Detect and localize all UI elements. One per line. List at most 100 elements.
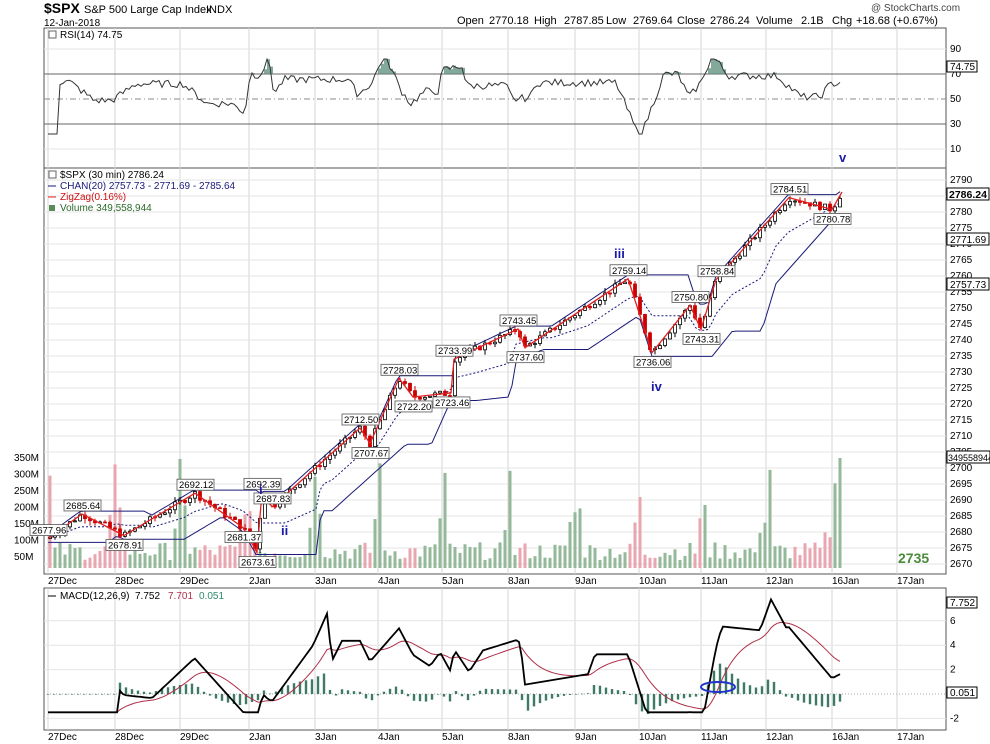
exchange: INDX (206, 4, 233, 16)
volume-bar (98, 550, 102, 568)
macd-histogram-bar (370, 694, 374, 701)
macd-histogram-bar (826, 694, 830, 708)
volume-bar (403, 557, 407, 568)
price-tick: 2765 (950, 255, 973, 266)
price-tick: 2750 (950, 303, 973, 314)
volume-bar (648, 557, 652, 568)
low-label: Low (606, 15, 626, 27)
volume-bar (573, 512, 577, 568)
volume-bar (703, 504, 707, 568)
close-tag-text: 2786.24 (949, 189, 987, 201)
pivot-label-box (29, 524, 68, 536)
macd-histogram-bar (568, 694, 572, 695)
volume-bar (328, 558, 332, 568)
macd-histogram-bar (646, 694, 650, 715)
pivot-label-box (813, 213, 852, 225)
macd-histogram-bar (136, 690, 140, 694)
volume-legend-swatch (49, 205, 55, 211)
symbol: $SPX (44, 0, 80, 16)
volume-bar (638, 496, 642, 568)
volume-bar (193, 547, 197, 568)
x-axis-label-bottom-2Jan: 2Jan (249, 732, 271, 743)
macd-histogram-bar (502, 689, 506, 694)
candle-body (493, 341, 497, 345)
macd-legend-v1: 7.752 (135, 591, 160, 602)
chg-label: Chg (832, 15, 852, 27)
x-axis-label-17Jan: 17Jan (897, 576, 924, 587)
macd-histogram-bar (58, 694, 62, 695)
macd-histogram-bar (628, 694, 632, 696)
volume-bar (613, 557, 617, 568)
pivot-label: 2677.96 (32, 526, 66, 537)
volume-bar (813, 542, 817, 568)
high-value: 2787.85 (564, 15, 604, 27)
price-tick: 2760 (950, 271, 973, 282)
macd-histogram-bar (754, 687, 758, 694)
macd-histogram-bar (724, 667, 728, 694)
candle-body (428, 395, 432, 398)
volume-bar (143, 553, 147, 568)
macd-histogram-bar (208, 694, 212, 696)
macd-histogram-bar (472, 694, 476, 696)
volume-bar (833, 483, 837, 568)
volume-bar (73, 548, 77, 568)
volume-bar (198, 549, 202, 568)
price-legend-box (48, 170, 57, 179)
volume-tag-text: 349558944 (948, 453, 990, 463)
pivot-label-box (253, 492, 292, 505)
macd-signal-line (48, 621, 841, 713)
macd-histogram-bar (544, 694, 548, 701)
volume-bar (313, 476, 317, 568)
volume-bar (518, 548, 522, 568)
volume-bar (438, 518, 442, 568)
volume-bar (78, 547, 82, 568)
volume-bar (413, 548, 417, 568)
macd-histogram-bar (142, 691, 146, 694)
macd-histogram-bar (808, 694, 812, 705)
macd-histogram-bar (238, 694, 242, 706)
volume-bar (333, 549, 337, 568)
chart-date: 12-Jan-2018 (44, 18, 101, 29)
chan-low-tag (946, 277, 990, 291)
volume-tick: 350M (14, 453, 39, 464)
pivot-label-box (697, 265, 736, 278)
macd-histogram-bar (64, 694, 68, 695)
volume-bar (523, 543, 527, 568)
x-axis-label-bottom-9Jan: 9Jan (575, 732, 597, 743)
candle-body (623, 281, 627, 285)
pivot-label: 2780.78 (816, 215, 850, 226)
volume-bar (443, 472, 447, 568)
volume-bar (388, 555, 392, 568)
candle-body (793, 200, 797, 203)
volume-bar (83, 559, 87, 568)
macd-tag (946, 596, 978, 609)
volume-bar (318, 513, 322, 568)
volume-bar (768, 469, 772, 568)
volume-tick: 150M (14, 519, 39, 530)
volume-bar (738, 557, 742, 568)
volume-bar (823, 532, 827, 568)
rsi-tick: 90 (950, 44, 962, 55)
macd-histogram-bar (262, 690, 266, 694)
price-legend: $SPX (30 min) 2786.24 (60, 170, 164, 181)
price-tick: 2775 (950, 223, 973, 234)
volume-bar (163, 542, 167, 568)
zigzag-line (47, 191, 843, 555)
index-name: S&P 500 Large Cap Index (84, 4, 212, 16)
rsi-value-tag (946, 60, 978, 73)
volume-bar (663, 552, 667, 568)
pivot-label-box (435, 344, 474, 357)
channel-lower-line (48, 212, 841, 555)
candle-body (163, 512, 167, 515)
macd-tick: 6 (950, 616, 956, 627)
volume-bar (538, 545, 542, 568)
macd-histogram-bar (316, 676, 320, 694)
macd-histogram-bar (220, 694, 224, 701)
macd-histogram-bar (538, 694, 542, 704)
macd-histogram-bar (46, 694, 50, 695)
volume-bar (748, 548, 752, 568)
volume-bar (828, 537, 832, 568)
volume-bar (488, 558, 492, 568)
pivot-label-box (63, 499, 102, 512)
pivot-label: 2673.61 (241, 557, 275, 568)
